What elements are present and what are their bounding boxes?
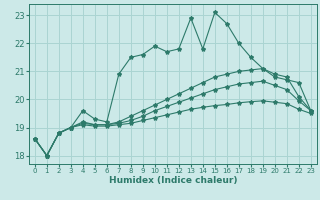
X-axis label: Humidex (Indice chaleur): Humidex (Indice chaleur) (108, 176, 237, 185)
